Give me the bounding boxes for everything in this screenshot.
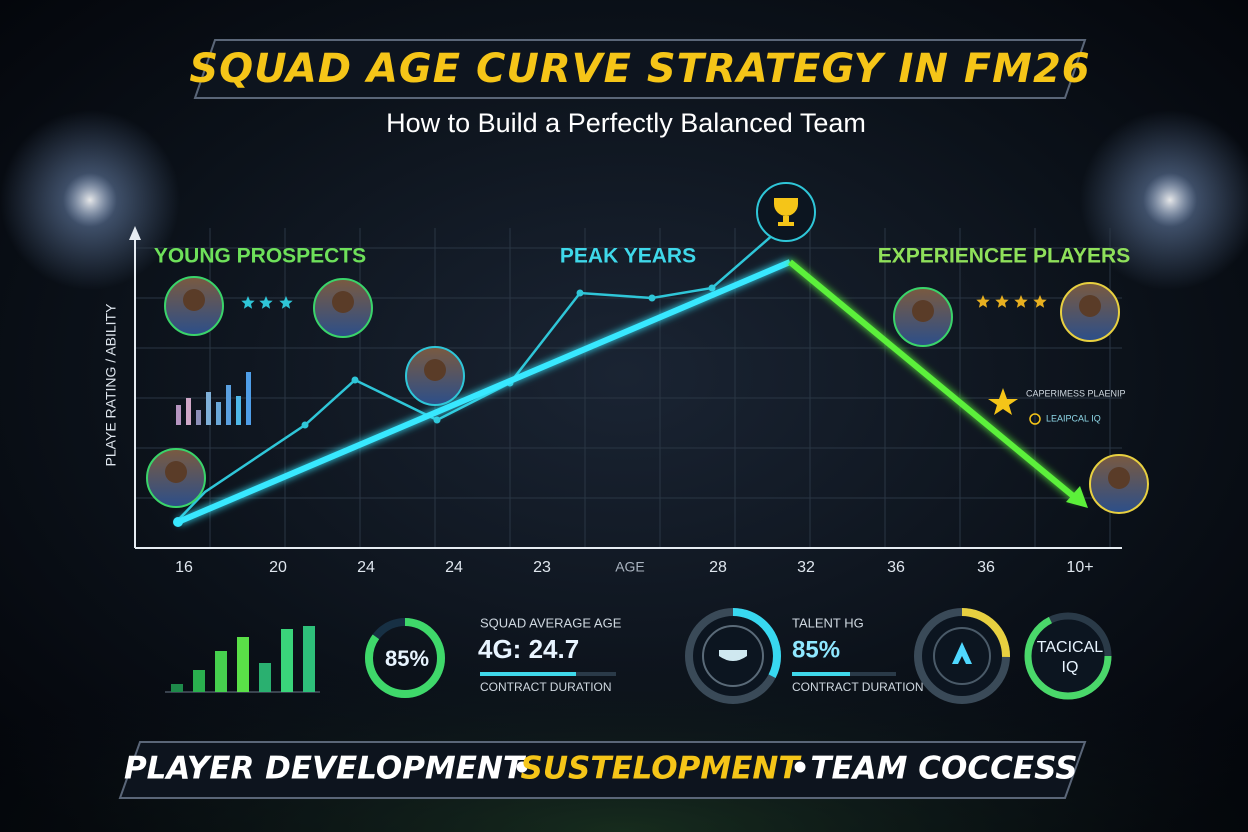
ring-value: 85% bbox=[385, 646, 429, 671]
growth-curve bbox=[176, 259, 792, 525]
footer-item: SUSTELOPMENT bbox=[521, 751, 803, 787]
ring bbox=[1024, 612, 1112, 700]
star bbox=[995, 295, 1009, 308]
avatar-head bbox=[912, 300, 934, 322]
legend bbox=[988, 388, 1041, 425]
stat-label: SQUAD AVERAGE AGE bbox=[480, 615, 622, 630]
icon bbox=[952, 642, 972, 664]
decline-curve bbox=[788, 259, 1080, 503]
trend-line bbox=[177, 232, 776, 521]
x-tick-label: 36 bbox=[977, 559, 995, 576]
trophy-icon bbox=[774, 198, 798, 226]
title-banner bbox=[193, 39, 1087, 99]
avatar-head bbox=[1108, 467, 1130, 489]
curve-start bbox=[173, 517, 183, 527]
ring bbox=[914, 608, 1010, 704]
x-tick-label: 32 bbox=[797, 559, 815, 576]
x-tick-label: 24 bbox=[445, 559, 463, 576]
y-axis-label: PLAYE RATING / ABILITY bbox=[103, 303, 119, 467]
zone-label: EXPERIENCEE PLAYERS bbox=[878, 245, 1130, 268]
legend-label: LEAIPCAL IQ bbox=[1046, 413, 1101, 423]
star bbox=[241, 296, 255, 309]
stat-value: 4G: 24.7 bbox=[478, 634, 579, 664]
x-tick-label: 28 bbox=[709, 559, 727, 576]
x-tick-label: 23 bbox=[533, 559, 551, 576]
footer-separator: • bbox=[512, 751, 532, 787]
zone-label: YOUNG PROSPECTS bbox=[154, 245, 366, 268]
stat-caption: CONTRACT DURATION bbox=[792, 680, 924, 694]
star bbox=[1033, 295, 1047, 308]
avatar-head bbox=[183, 289, 205, 311]
star bbox=[259, 296, 273, 309]
footer-item: TEAM COCCESS bbox=[810, 751, 1077, 787]
ring-label: IQ bbox=[1062, 659, 1079, 676]
progress-bar bbox=[480, 672, 576, 676]
zone-label: PEAK YEARS bbox=[560, 245, 696, 268]
star bbox=[279, 296, 293, 309]
progress-bar bbox=[792, 672, 850, 676]
curve-arrow bbox=[1066, 486, 1088, 508]
title: SQUAD AGE CURVE STRATEGY IN FM26 bbox=[189, 46, 1090, 92]
star bbox=[1014, 295, 1028, 308]
ring bbox=[365, 618, 445, 698]
axis-arrow bbox=[129, 226, 141, 240]
stat-value: 85% bbox=[792, 636, 840, 663]
avatar-head bbox=[424, 359, 446, 381]
footer-separator: • bbox=[790, 751, 810, 787]
stat-caption: CONTRACT DURATION bbox=[480, 680, 612, 694]
subtitle: How to Build a Perfectly Balanced Team bbox=[386, 108, 866, 138]
icon bbox=[719, 650, 747, 661]
stat-label: TALENT HG bbox=[792, 615, 864, 630]
mini-bar-chart bbox=[176, 372, 251, 425]
ring-inner bbox=[933, 627, 991, 685]
avatars bbox=[146, 276, 1149, 514]
legend-label: CAPERIMESS PLAENIP bbox=[1026, 388, 1126, 398]
stadium-light bbox=[1080, 110, 1248, 290]
x-tick-label: 20 bbox=[269, 559, 287, 576]
avatar-head bbox=[1079, 295, 1101, 317]
avatar-head bbox=[165, 461, 187, 483]
x-tick-label: 10+ bbox=[1066, 559, 1093, 576]
grid bbox=[135, 228, 1122, 548]
ring-inner bbox=[702, 625, 764, 687]
avatar-head bbox=[332, 291, 354, 313]
x-tick-label: AGE bbox=[615, 559, 645, 575]
x-tick-label: 36 bbox=[887, 559, 905, 576]
star bbox=[976, 295, 990, 308]
footer-banner bbox=[118, 741, 1087, 799]
footer-item: PLAYER DEVELOPMENT bbox=[124, 751, 527, 787]
ring-label: TACICAL bbox=[1037, 639, 1103, 656]
ring bbox=[685, 608, 781, 704]
bottom-bar-chart bbox=[165, 626, 320, 693]
x-tick-label: 24 bbox=[357, 559, 375, 576]
x-tick-label: 16 bbox=[175, 559, 193, 576]
